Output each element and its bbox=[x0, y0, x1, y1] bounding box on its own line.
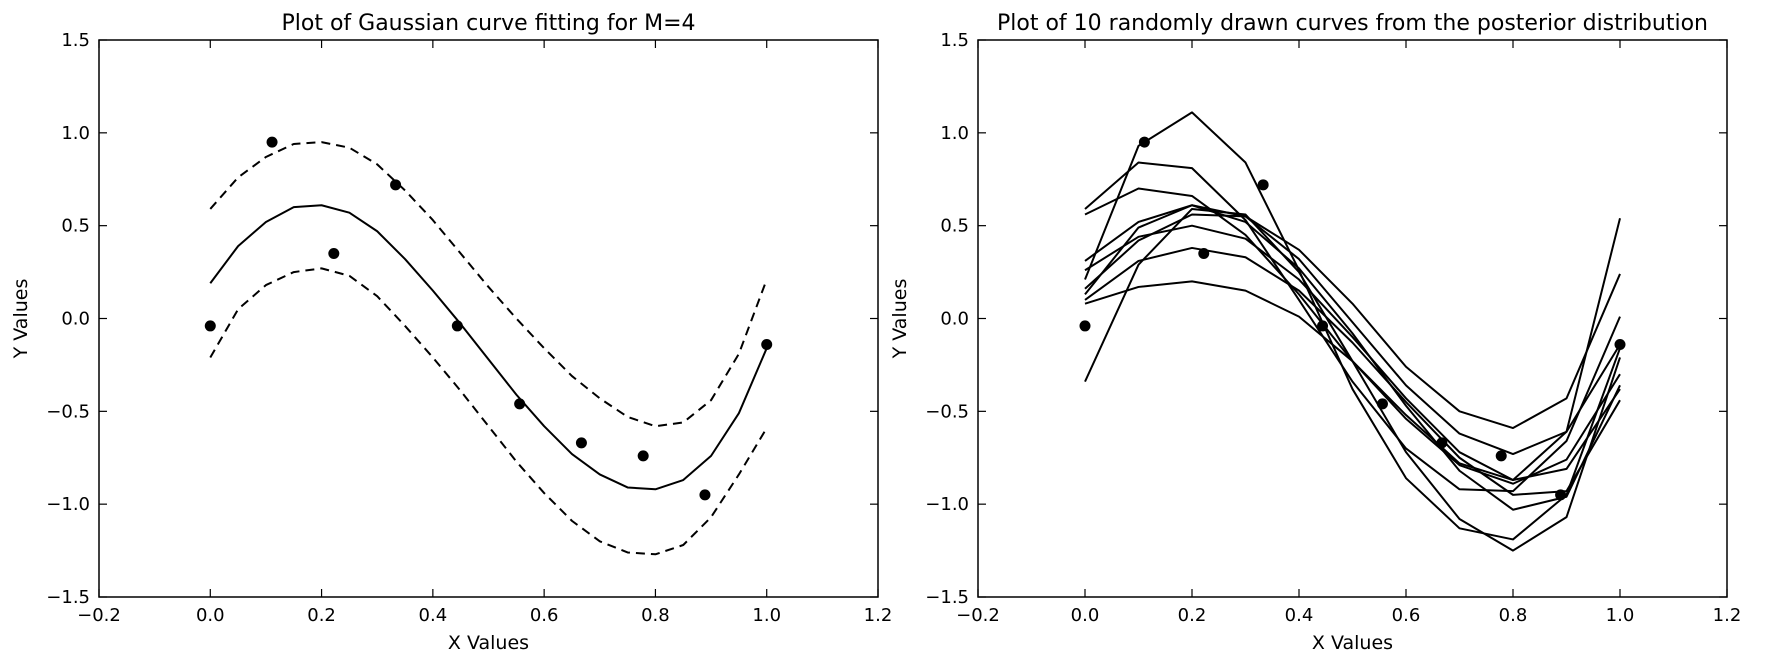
series-line-5 bbox=[1084, 204, 1621, 456]
x-tick-label: 0.0 bbox=[1071, 605, 1100, 626]
series-line-10 bbox=[1084, 217, 1621, 482]
data-point bbox=[204, 320, 216, 332]
x-tick-label: 1.0 bbox=[752, 605, 781, 626]
data-point bbox=[1555, 489, 1567, 501]
x-tick-label: 1.0 bbox=[1606, 605, 1635, 626]
y-tick-label: 0.0 bbox=[940, 309, 969, 330]
series-line-2 bbox=[1084, 207, 1621, 552]
x-tick-label: 0.2 bbox=[1178, 605, 1207, 626]
data-point bbox=[699, 489, 711, 501]
y-tick-label: −0.5 bbox=[46, 401, 90, 422]
y-tick-label: 1.5 bbox=[61, 30, 90, 51]
chart-title: Plot of 10 randomly drawn curves from th… bbox=[997, 11, 1708, 36]
x-tick-label: 0.2 bbox=[307, 605, 336, 626]
x-tick-label: 0.6 bbox=[530, 605, 559, 626]
chart-1: −0.2 0.0 0.2 0.4 0.6 0.8 1.0 1.2 −1.5 −1.0 −0.5 0.0… bbox=[10, 11, 892, 654]
data-point bbox=[1079, 320, 1091, 332]
series-line-1 bbox=[1084, 111, 1621, 541]
data-point bbox=[1436, 437, 1448, 449]
data-point bbox=[575, 437, 587, 449]
data-point bbox=[390, 179, 402, 191]
series-line-9 bbox=[1084, 213, 1621, 430]
x-tick-label: 0.6 bbox=[1392, 605, 1421, 626]
y-tick-label: 1.5 bbox=[940, 30, 969, 51]
data-point bbox=[266, 136, 278, 148]
series-group bbox=[209, 141, 768, 556]
data-point bbox=[1257, 179, 1269, 191]
axes-frame bbox=[98, 39, 879, 598]
data-point bbox=[1138, 136, 1150, 148]
y-tick-label: 0.0 bbox=[61, 309, 90, 330]
y-axis-label: Y Values bbox=[10, 279, 32, 360]
series-line-8 bbox=[1084, 246, 1621, 496]
series-line-2 bbox=[209, 141, 768, 428]
y-tick-label: −1.0 bbox=[925, 494, 969, 515]
series-line-6 bbox=[1084, 204, 1621, 511]
x-tick-label: 1.2 bbox=[864, 605, 893, 626]
series-group bbox=[1084, 111, 1621, 552]
y-tick-label: 1.0 bbox=[61, 123, 90, 144]
data-point bbox=[1495, 450, 1507, 462]
x-tick-label: −0.2 bbox=[956, 605, 1000, 626]
x-tick-label: 0.8 bbox=[641, 605, 670, 626]
data-point bbox=[451, 320, 463, 332]
x-tick-label: −0.2 bbox=[77, 605, 121, 626]
y-tick-label: 1.0 bbox=[940, 123, 969, 144]
x-tick-label: 0.4 bbox=[1285, 605, 1314, 626]
y-tick-label: 0.5 bbox=[61, 216, 90, 237]
chart-title: Plot of Gaussian curve fitting for M=4 bbox=[282, 11, 696, 36]
series-line-3 bbox=[1084, 161, 1621, 493]
data-point bbox=[637, 450, 649, 462]
y-axis-label: Y Values bbox=[889, 279, 911, 360]
x-tick-label: 0.0 bbox=[196, 605, 225, 626]
chart-2: −0.2 0.0 0.2 0.4 0.6 0.8 1.0 1.2 −1.5 −1.0 −0.5 0.0… bbox=[889, 11, 1741, 654]
x-tick-label: 1.2 bbox=[1713, 605, 1742, 626]
y-tick-label: −1.5 bbox=[46, 587, 90, 608]
data-point bbox=[1317, 320, 1329, 332]
axes-frame bbox=[977, 39, 1728, 598]
series-line-3 bbox=[209, 267, 768, 556]
data-point bbox=[1376, 398, 1388, 410]
y-tick-label: 0.5 bbox=[940, 216, 969, 237]
x-tick-label: 0.4 bbox=[419, 605, 448, 626]
data-point bbox=[761, 338, 773, 350]
y-tick-label: −0.5 bbox=[925, 401, 969, 422]
data-point bbox=[328, 248, 340, 260]
series-line-1 bbox=[209, 204, 768, 491]
y-tick-label: −1.5 bbox=[925, 587, 969, 608]
data-point bbox=[514, 398, 526, 410]
x-axis-label: X Values bbox=[1312, 632, 1393, 654]
data-point bbox=[1614, 338, 1626, 350]
y-tick-label: −1.0 bbox=[46, 494, 90, 515]
x-tick-label: 0.8 bbox=[1499, 605, 1528, 626]
x-axis-label: X Values bbox=[448, 632, 529, 654]
series-line-7 bbox=[1084, 224, 1621, 482]
data-point bbox=[1198, 248, 1210, 260]
